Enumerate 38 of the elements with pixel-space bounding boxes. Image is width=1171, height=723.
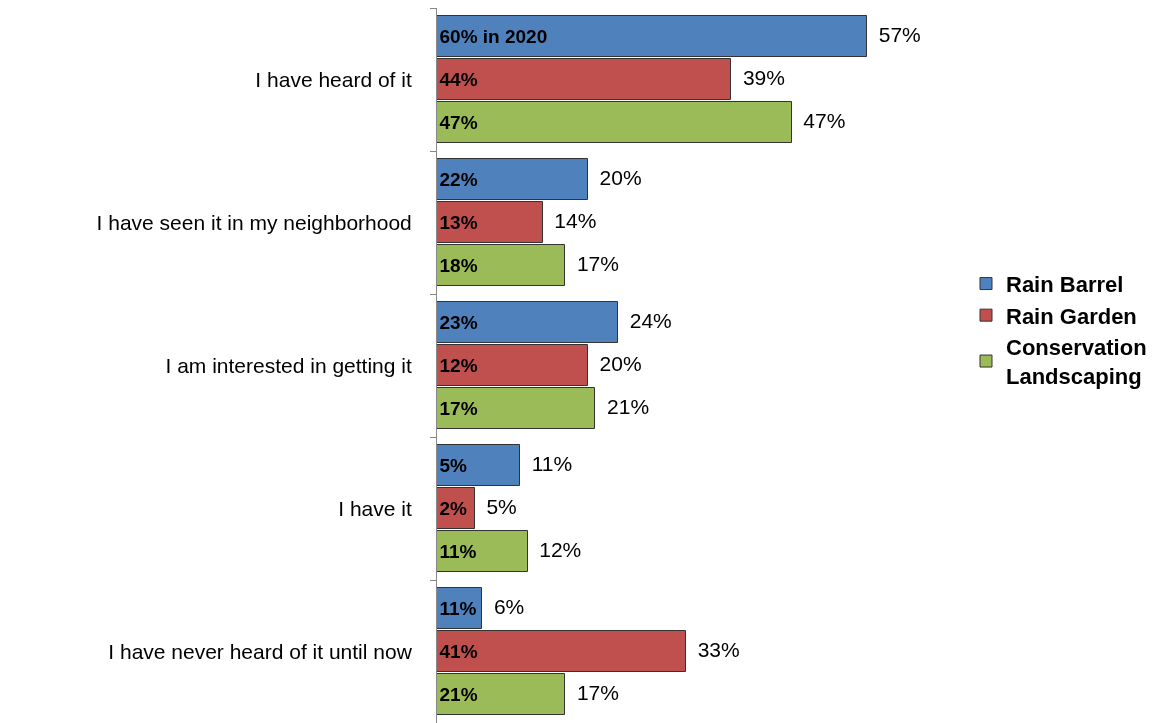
legend-label: Rain Barrel	[1006, 272, 1124, 298]
annotation: 11%	[439, 540, 477, 562]
data-label: 5%	[474, 494, 517, 518]
annotation: 2%	[439, 497, 468, 519]
data-label: 6%	[482, 594, 525, 618]
legend-label: Conservation Landscaping	[1006, 335, 1147, 389]
annotation: 11%	[439, 597, 477, 619]
annotation: 41%	[439, 640, 478, 662]
annotation: 13%	[439, 211, 478, 233]
y-tick-label: I am interested in getting it	[165, 353, 412, 377]
annotation: 60% in 2020	[439, 25, 548, 47]
annotation: 44%	[439, 68, 478, 90]
annotation: 47%	[439, 111, 478, 133]
y-tick-label: I have it	[338, 496, 412, 520]
y-tick-label: I have never heard of it until now	[108, 639, 413, 663]
data-label: 20%	[587, 351, 642, 375]
data-label: 47%	[791, 108, 846, 132]
annotation: 17%	[439, 397, 478, 419]
annotation: 23%	[439, 311, 478, 333]
data-label: 33%	[685, 637, 740, 661]
data-label: 17%	[565, 680, 619, 704]
data-label: 20%	[587, 165, 642, 189]
data-label: 12%	[527, 537, 582, 561]
annotation: 12%	[439, 354, 478, 376]
y-tick-label: I have seen it in my neighborhood	[96, 210, 412, 234]
data-label: 24%	[618, 308, 672, 332]
legend-label: Rain Garden	[1006, 303, 1137, 329]
data-label: 14%	[542, 208, 597, 232]
annotation: 5%	[439, 454, 468, 476]
y-tick-label: I have heard of it	[255, 67, 412, 91]
annotation: 21%	[439, 683, 478, 705]
data-label: 39%	[731, 65, 785, 89]
annotation: 22%	[439, 168, 478, 190]
data-label: 11%	[520, 451, 573, 475]
data-label: 17%	[565, 251, 619, 275]
annotation: 18%	[439, 254, 478, 276]
data-label: 57%	[867, 22, 921, 46]
data-label: 21%	[595, 394, 650, 418]
